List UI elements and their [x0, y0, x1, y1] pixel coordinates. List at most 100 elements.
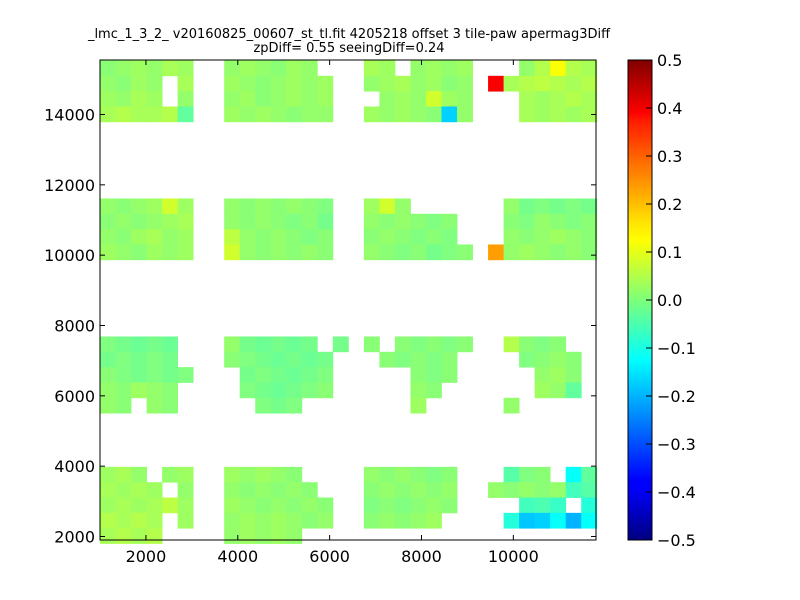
heatmap-cell — [363, 244, 380, 261]
colorbar-tick-label: 0.3 — [657, 147, 682, 166]
heatmap-cell — [270, 229, 287, 245]
heatmap-cell — [565, 482, 582, 498]
heatmap-cell — [131, 91, 147, 107]
heatmap-cell — [457, 75, 473, 92]
heatmap-cell — [534, 106, 551, 123]
heatmap-cell — [131, 198, 147, 215]
heatmap-cell — [565, 382, 582, 399]
heatmap-cell — [379, 244, 396, 261]
heatmap-cell — [162, 397, 179, 414]
heatmap-cell — [410, 244, 427, 261]
heatmap-cell — [550, 106, 567, 123]
heatmap-cell — [224, 60, 241, 77]
heatmap-cell — [255, 75, 272, 92]
heatmap-cell — [534, 91, 551, 107]
heatmap-cell — [286, 75, 303, 92]
heatmap-cell — [100, 60, 116, 77]
heatmap-cell — [131, 512, 147, 529]
heatmap-cell — [394, 482, 411, 498]
heatmap-cell — [317, 198, 334, 215]
heatmap-cell — [410, 213, 427, 230]
heatmap-cell — [503, 336, 520, 353]
heatmap-cell — [100, 75, 116, 92]
colorbar-tick-label: −0.5 — [657, 531, 696, 550]
heatmap-cell — [425, 367, 442, 383]
heatmap-cell — [534, 482, 551, 498]
heatmap-cell — [410, 91, 427, 107]
heatmap-cell — [317, 497, 334, 514]
heatmap-cell — [301, 482, 318, 498]
heatmap-cell — [363, 482, 380, 498]
heatmap-cell — [286, 60, 303, 77]
heatmap-cell — [270, 244, 287, 261]
heatmap-cell — [534, 367, 551, 383]
heatmap-cell — [224, 336, 241, 353]
heatmap-cell — [162, 336, 179, 353]
heatmap-cell — [565, 106, 582, 123]
heatmap-cell — [146, 497, 163, 514]
heatmap-cell — [550, 382, 567, 399]
heatmap-cell — [550, 351, 567, 368]
heatmap-cell — [239, 336, 256, 353]
heatmap-cell — [255, 367, 272, 383]
heatmap-cell — [255, 528, 272, 544]
heatmap-cell — [503, 198, 520, 215]
heatmap-cell — [519, 198, 536, 215]
heatmap-cell — [379, 497, 396, 514]
heatmap-cell — [146, 351, 163, 368]
heatmap-cell — [177, 466, 194, 483]
heatmap-cell — [270, 336, 287, 353]
colorbar-tick-label: −0.2 — [657, 387, 696, 406]
y-tick-label: 2000 — [54, 527, 95, 546]
heatmap-cell — [410, 106, 427, 123]
heatmap-cell — [131, 351, 147, 368]
heatmap-cell — [363, 512, 380, 529]
heatmap-cell — [270, 198, 287, 215]
heatmap-cell — [457, 60, 473, 77]
heatmap-cell — [457, 336, 473, 353]
heatmap-cell — [301, 106, 318, 123]
heatmap-cell — [270, 351, 287, 368]
heatmap-cell — [581, 466, 598, 483]
heatmap-cell — [565, 512, 582, 529]
plot-area — [100, 60, 596, 540]
heatmap-cell — [255, 91, 272, 107]
heatmap-cell — [270, 75, 287, 92]
heatmap-cell — [534, 198, 551, 215]
heatmap-cell — [224, 213, 241, 230]
heatmap-cell — [131, 106, 147, 123]
heatmap-cell — [488, 482, 504, 498]
heatmap-cell — [581, 75, 598, 92]
heatmap-cell — [115, 336, 132, 353]
heatmap-cell — [519, 213, 536, 230]
heatmap-cell — [363, 75, 380, 92]
heatmap-cell — [457, 244, 473, 261]
heatmap-cell — [146, 229, 163, 245]
heatmap-cell — [177, 497, 194, 514]
heatmap-cell — [534, 382, 551, 399]
heatmap-cell — [581, 106, 598, 123]
heatmap-cell — [162, 351, 179, 368]
chart-title-line-2: zpDiff= 0.55 seeingDiff=0.24 — [253, 41, 444, 56]
heatmap-cell — [100, 229, 116, 245]
heatmap-cell — [239, 482, 256, 498]
heatmap-cell — [177, 367, 194, 383]
heatmap-cell — [115, 75, 132, 92]
heatmap-cell — [503, 229, 520, 245]
heatmap-cell — [425, 244, 442, 261]
colorbar-tick-label: −0.3 — [657, 435, 696, 454]
heatmap-cell — [550, 60, 567, 77]
heatmap-cell — [146, 213, 163, 230]
heatmap-cell — [255, 213, 272, 230]
heatmap-cell — [503, 244, 520, 261]
heatmap-cell — [239, 229, 256, 245]
heatmap-cell — [301, 367, 318, 383]
heatmap-cell — [224, 75, 241, 92]
heatmap-cell — [115, 466, 132, 483]
heatmap-cell — [441, 75, 458, 92]
heatmap-cell — [503, 213, 520, 230]
heatmap-cell — [550, 482, 567, 498]
heatmap-cell — [317, 213, 334, 230]
heatmap-cell — [519, 482, 536, 498]
heatmap-cell — [301, 198, 318, 215]
